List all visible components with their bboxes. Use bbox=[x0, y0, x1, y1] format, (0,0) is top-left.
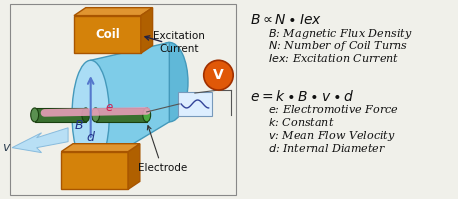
FancyBboxPatch shape bbox=[74, 16, 141, 53]
Text: $d$: Internal Diameter: $d$: Internal Diameter bbox=[261, 142, 386, 154]
Circle shape bbox=[204, 60, 233, 90]
FancyBboxPatch shape bbox=[178, 92, 212, 116]
Text: $v$: $v$ bbox=[1, 141, 11, 154]
Text: Electrode: Electrode bbox=[138, 163, 187, 173]
Ellipse shape bbox=[92, 108, 99, 122]
Polygon shape bbox=[61, 144, 140, 152]
FancyBboxPatch shape bbox=[96, 108, 147, 122]
Ellipse shape bbox=[31, 108, 38, 122]
FancyBboxPatch shape bbox=[61, 152, 128, 189]
Text: $e = k \bullet B \bullet v \bullet d$: $e = k \bullet B \bullet v \bullet d$ bbox=[250, 89, 354, 104]
Text: Coil: Coil bbox=[95, 28, 120, 41]
Text: $v$: Mean Flow Velocity: $v$: Mean Flow Velocity bbox=[261, 129, 396, 143]
FancyBboxPatch shape bbox=[10, 4, 236, 195]
Ellipse shape bbox=[72, 60, 109, 170]
Text: $B \propto N \bullet Iex$: $B \propto N \bullet Iex$ bbox=[250, 13, 322, 27]
Text: $d$: $d$ bbox=[86, 130, 96, 144]
Text: $B$: $B$ bbox=[74, 119, 84, 132]
Text: $e$: Electromotive Force: $e$: Electromotive Force bbox=[261, 103, 398, 115]
Polygon shape bbox=[128, 144, 140, 189]
Polygon shape bbox=[141, 8, 153, 53]
FancyBboxPatch shape bbox=[35, 108, 86, 122]
Polygon shape bbox=[74, 8, 153, 16]
Text: $e$: $e$ bbox=[105, 101, 114, 114]
Text: Excitation
Current: Excitation Current bbox=[153, 31, 205, 54]
Ellipse shape bbox=[151, 42, 188, 122]
Text: $Iex$: Excitation Current: $Iex$: Excitation Current bbox=[261, 52, 399, 64]
Ellipse shape bbox=[82, 108, 90, 122]
Ellipse shape bbox=[143, 108, 151, 122]
Text: $k$: Constant: $k$: Constant bbox=[261, 116, 334, 128]
Polygon shape bbox=[91, 42, 169, 170]
Text: $N$: Number of Coil Turns: $N$: Number of Coil Turns bbox=[261, 39, 408, 53]
Polygon shape bbox=[12, 128, 68, 153]
Text: V: V bbox=[213, 68, 224, 82]
Text: $B$: Magnetic Flux Density: $B$: Magnetic Flux Density bbox=[261, 26, 413, 41]
